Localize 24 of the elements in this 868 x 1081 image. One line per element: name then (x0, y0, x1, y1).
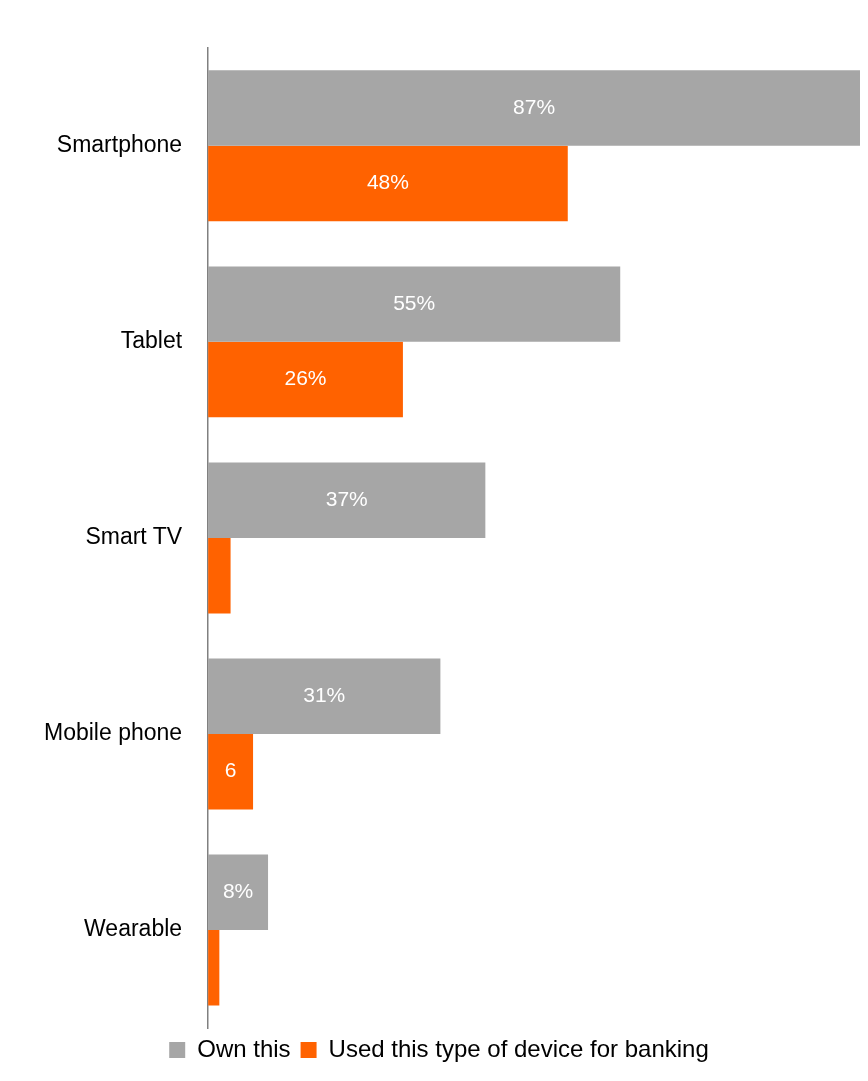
data-label: 31% (303, 683, 346, 706)
bar (208, 462, 486, 538)
legend-label: Used this type of device for banking (328, 1034, 709, 1062)
data-label: 37% (325, 486, 368, 510)
y-tick-label: Wearable (84, 915, 183, 942)
y-tick-label: Tablet (120, 327, 183, 354)
bar (208, 537, 231, 614)
bar (208, 266, 621, 342)
data-label: 8% (222, 879, 254, 903)
y-tick-label: Mobile phone (43, 719, 183, 746)
y-tick-label: Smartphone (56, 131, 183, 158)
bar (208, 145, 568, 222)
legend-label: Own this (197, 1034, 291, 1062)
y-tick-label: Smart TV (85, 523, 183, 550)
data-label: 6 (224, 758, 237, 782)
data-label: 26% (284, 366, 327, 390)
bar (208, 341, 403, 418)
bar (208, 70, 860, 146)
bar (208, 854, 269, 930)
bar (208, 733, 254, 810)
bar (208, 658, 441, 734)
data-label: 55% (393, 290, 436, 314)
data-label: 87% (513, 94, 556, 118)
data-label: 48% (366, 170, 409, 194)
